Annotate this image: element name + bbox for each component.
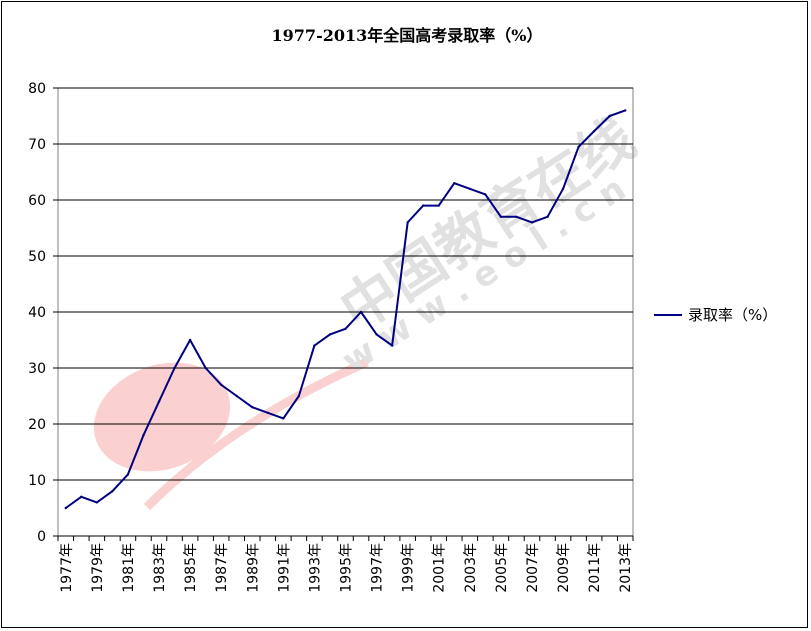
x-tick-label: 1985年: [183, 543, 199, 593]
data-point: [219, 383, 223, 386]
data-point: [266, 411, 269, 414]
data-point: [64, 506, 67, 510]
x-tick-label: 1981年: [121, 543, 137, 593]
data-point: [111, 490, 114, 493]
y-tick-label: 10: [28, 473, 46, 489]
data-point: [126, 473, 130, 476]
x-tick-label: 2003年: [463, 543, 479, 593]
y-tick-label: 50: [28, 249, 46, 265]
data-point: [530, 221, 534, 224]
y-tick-label: 60: [28, 193, 46, 209]
data-point: [624, 109, 627, 112]
x-tick-label: 2013年: [618, 543, 634, 593]
data-point: [313, 344, 316, 347]
data-point: [80, 495, 83, 498]
x-tick-label: 1989年: [245, 543, 261, 593]
data-point: [375, 333, 378, 336]
data-point: [515, 215, 518, 218]
data-point: [188, 338, 192, 342]
data-point: [282, 417, 285, 420]
data-point: [561, 187, 565, 190]
data-point: [95, 501, 99, 504]
data-point: [344, 327, 347, 330]
data-point: [173, 366, 176, 370]
x-tick-label: 1993年: [307, 543, 323, 593]
watermark-brand-text: 中国教育在线: [329, 106, 646, 344]
data-point: [235, 394, 238, 398]
data-point: [406, 221, 409, 224]
y-tick-label: 20: [28, 417, 46, 433]
x-tick-label: 1999年: [401, 543, 417, 593]
eol-logo-mark: [93, 357, 369, 511]
y-tick-label: 70: [28, 137, 46, 153]
eol-logo-stroke: [143, 357, 369, 511]
data-point: [546, 215, 549, 218]
data-point: [608, 114, 611, 118]
data-point: [468, 187, 472, 190]
data-point: [297, 394, 301, 398]
x-tick-label: 2001年: [432, 543, 448, 593]
y-tick-label: 80: [28, 81, 46, 97]
data-point: [142, 434, 145, 437]
y-tick-label: 30: [28, 361, 46, 377]
x-tick-label: 1983年: [152, 543, 168, 593]
legend-label: 录取率（%）: [688, 306, 777, 324]
data-point: [592, 129, 596, 133]
x-tick-label: 1997年: [370, 543, 386, 593]
x-tick-label: 1977年: [59, 543, 75, 593]
x-tick-label: 1979年: [90, 543, 106, 593]
data-point: [328, 333, 332, 336]
data-point: [390, 344, 394, 347]
data-point: [484, 193, 487, 196]
data-point: [453, 182, 456, 185]
chart-legend: 录取率（%）: [654, 306, 777, 324]
data-point: [499, 215, 503, 218]
x-tick-label: 2007年: [525, 543, 541, 593]
data-point: [577, 145, 580, 148]
x-tick-label: 2011年: [587, 543, 603, 593]
data-point: [204, 366, 207, 370]
chart-title: 1977-2013年全国高考录取率（%）: [272, 26, 543, 45]
x-tick-label: 1987年: [214, 543, 230, 593]
eol-logo-swoosh: [93, 362, 231, 472]
x-tick-label: 1991年: [276, 543, 292, 593]
data-point: [157, 400, 161, 403]
watermark: 中国教育在线 w w w . e o l . c n: [93, 106, 646, 511]
x-tick-label: 1995年: [339, 543, 355, 593]
data-point: [359, 310, 363, 314]
y-tick-label: 0: [37, 529, 46, 545]
x-tick-label: 2009年: [556, 543, 572, 593]
data-point: [422, 204, 425, 207]
data-point: [437, 204, 440, 207]
x-tick-label: 2005年: [494, 543, 510, 593]
y-tick-label: 40: [28, 305, 46, 321]
data-point: [251, 406, 254, 409]
